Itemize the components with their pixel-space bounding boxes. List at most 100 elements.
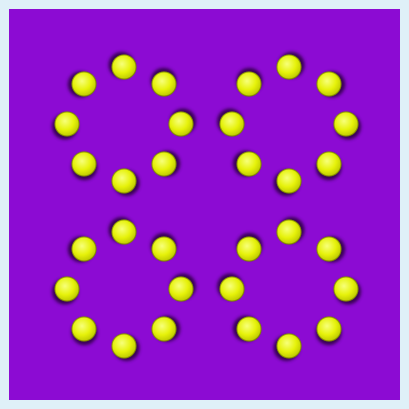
ball bbox=[111, 333, 140, 361]
ball-outline bbox=[168, 276, 194, 302]
ball-outline bbox=[111, 54, 137, 80]
ball-body bbox=[168, 276, 194, 302]
ball-outline bbox=[316, 316, 342, 342]
ball bbox=[52, 111, 80, 140]
ball-outline bbox=[151, 236, 177, 262]
ball-outline bbox=[151, 71, 177, 97]
ball-body bbox=[316, 236, 342, 262]
ball bbox=[276, 217, 305, 245]
ball-outline bbox=[236, 236, 262, 262]
ball bbox=[108, 52, 137, 80]
ball bbox=[315, 316, 342, 346]
ball-body bbox=[151, 316, 177, 342]
ball-body bbox=[71, 316, 97, 342]
ball-body bbox=[151, 236, 177, 262]
ball bbox=[168, 273, 196, 302]
ball-body bbox=[71, 71, 97, 97]
ball bbox=[217, 273, 245, 302]
ball-outline bbox=[333, 276, 359, 302]
ball bbox=[67, 71, 97, 98]
ball-outline bbox=[54, 111, 80, 137]
ball bbox=[273, 333, 302, 361]
ball bbox=[150, 67, 177, 97]
ball bbox=[315, 151, 342, 181]
ball-group-bottom-right bbox=[217, 217, 361, 361]
ball bbox=[232, 150, 262, 177]
ball bbox=[236, 232, 263, 262]
ball-outline bbox=[236, 71, 262, 97]
ball bbox=[333, 276, 361, 305]
ball-group-bottom-left bbox=[52, 217, 196, 361]
ball-body bbox=[71, 236, 97, 262]
ball-outline bbox=[71, 316, 97, 342]
ball-outline bbox=[276, 54, 302, 80]
ball-outline bbox=[111, 219, 137, 245]
ball bbox=[71, 151, 98, 181]
ball bbox=[236, 67, 263, 97]
ball-body bbox=[316, 71, 342, 97]
ball-body bbox=[54, 111, 80, 137]
ball-outline bbox=[71, 236, 97, 262]
ball-body bbox=[54, 276, 80, 302]
ball-body bbox=[151, 151, 177, 177]
ball-body bbox=[236, 71, 262, 97]
ball-body bbox=[71, 151, 97, 177]
ball bbox=[108, 217, 137, 245]
ball-outline bbox=[71, 71, 97, 97]
ball-group-top-left bbox=[52, 52, 196, 196]
ball-outline bbox=[236, 316, 262, 342]
ball bbox=[168, 108, 196, 137]
ball-outline bbox=[151, 316, 177, 342]
ball-outline bbox=[54, 276, 80, 302]
ball-outline bbox=[71, 151, 97, 177]
ball bbox=[333, 111, 361, 140]
ball-outline bbox=[219, 276, 245, 302]
ball-body bbox=[276, 168, 302, 194]
ball-body bbox=[168, 111, 194, 137]
ball bbox=[67, 236, 97, 263]
ball-outline bbox=[333, 111, 359, 137]
ball bbox=[316, 71, 346, 98]
ball bbox=[232, 315, 262, 342]
ball bbox=[276, 52, 305, 80]
ball-body bbox=[333, 111, 359, 137]
ball-body bbox=[276, 333, 302, 359]
ball-body bbox=[111, 54, 137, 80]
ball bbox=[71, 316, 98, 346]
ball-outline bbox=[219, 111, 245, 137]
ball-body bbox=[276, 219, 302, 245]
ball-outline bbox=[316, 151, 342, 177]
ball-body bbox=[236, 236, 262, 262]
ball-outline bbox=[168, 111, 194, 137]
ball bbox=[150, 232, 177, 262]
ball-pattern bbox=[52, 52, 361, 361]
purple-panel bbox=[9, 9, 400, 400]
ball-body bbox=[111, 168, 137, 194]
ball-body bbox=[333, 276, 359, 302]
ball-outline bbox=[236, 151, 262, 177]
ball-outline bbox=[276, 219, 302, 245]
ball-outline bbox=[316, 236, 342, 262]
ball-body bbox=[236, 151, 262, 177]
ball bbox=[151, 150, 181, 177]
ball bbox=[273, 168, 302, 196]
ball-body bbox=[111, 219, 137, 245]
ball-outline bbox=[151, 151, 177, 177]
ball-outline bbox=[276, 168, 302, 194]
ball-body bbox=[276, 54, 302, 80]
ball-body bbox=[219, 111, 245, 137]
ball-outline bbox=[276, 333, 302, 359]
ball-body bbox=[316, 316, 342, 342]
ball bbox=[111, 168, 140, 196]
ball-outline bbox=[111, 333, 137, 359]
ball-outline bbox=[316, 71, 342, 97]
ball-outline bbox=[111, 168, 137, 194]
ball-body bbox=[111, 333, 137, 359]
ball-body bbox=[219, 276, 245, 302]
ball bbox=[52, 276, 80, 305]
ball bbox=[151, 315, 181, 342]
ball-body bbox=[316, 151, 342, 177]
ball-body bbox=[151, 71, 177, 97]
ball-group-top-right bbox=[217, 52, 361, 196]
